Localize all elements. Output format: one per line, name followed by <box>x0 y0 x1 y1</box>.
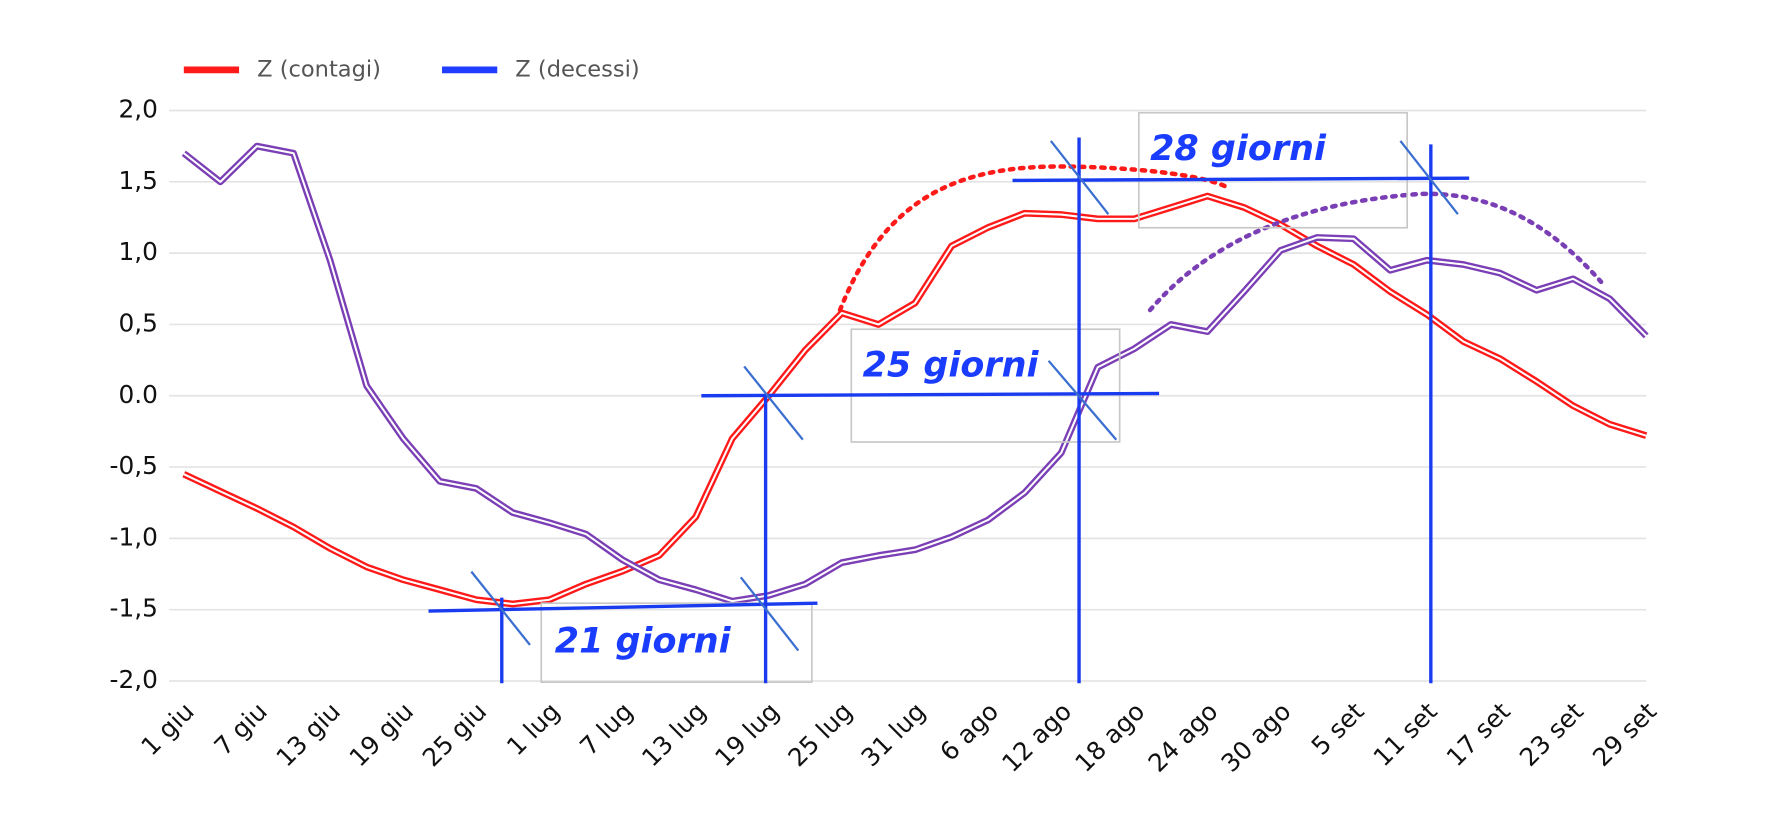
annotation: 25 giorni <box>863 345 1040 385</box>
x-tick-label: 7 lug <box>574 697 638 761</box>
legend-label: Z (decessi) <box>515 56 639 82</box>
x-tick-label: 19 giu <box>344 697 420 773</box>
marker-tick <box>470 570 531 646</box>
x-tick-label: 25 giu <box>417 697 493 773</box>
x-tick-label: 24 ago <box>1142 697 1223 778</box>
line-highlight <box>183 145 1647 603</box>
x-tick-label: 30 ago <box>1216 697 1297 778</box>
marker-line <box>1012 176 1470 183</box>
x-tick-label: 5 set <box>1306 697 1370 761</box>
x-tick-label: 7 giu <box>209 697 273 761</box>
marker-tick <box>1049 140 1110 215</box>
annotation-box <box>540 602 813 683</box>
x-tick-label: 29 set <box>1587 697 1662 772</box>
x-tick-label: 19 lug <box>709 697 785 773</box>
marker-tick <box>743 365 804 441</box>
x-tick-label: 25 lug <box>782 697 858 773</box>
marker-tick <box>739 576 800 652</box>
marker-line <box>428 601 818 613</box>
y-tick-label: 1,0 <box>118 237 157 266</box>
line-highlight <box>183 195 1647 606</box>
marker-tick <box>1399 140 1459 215</box>
y-tick-label: 1,5 <box>118 166 157 195</box>
x-tick-label: 31 lug <box>855 697 931 773</box>
y-tick-label: -0,5 <box>110 451 158 480</box>
marker-tick <box>1047 360 1118 441</box>
x-tick-label: 1 giu <box>135 697 199 761</box>
y-tick-label: 0,5 <box>118 308 157 337</box>
y-tick-label: -1,0 <box>110 522 158 551</box>
x-tick-label: 1 lug <box>501 697 565 761</box>
lag-markers <box>428 137 1470 684</box>
y-tick-label: -1,5 <box>110 594 158 623</box>
x-tick-label: 17 set <box>1441 697 1516 772</box>
annotation: 28 giorni <box>1150 129 1327 169</box>
annotation-box <box>850 328 1121 443</box>
annotation: 21 giorni <box>555 622 732 662</box>
extrapolation-decessi <box>1147 191 1604 313</box>
legend-label: Z (contagi) <box>257 56 381 82</box>
marker-line <box>701 391 1160 398</box>
x-tick-label: 12 ago <box>996 697 1077 778</box>
x-tick-label: 18 ago <box>1069 697 1150 778</box>
x-tick-label: 6 ago <box>934 697 1004 767</box>
y-tick-label: -2,0 <box>110 665 158 694</box>
x-tick-label: 11 set <box>1368 697 1443 772</box>
y-tick-label: 2,0 <box>118 94 157 123</box>
x-tick-label: 23 set <box>1514 697 1589 772</box>
extrapolation-contagi <box>837 164 1232 313</box>
y-tick-label: 0.0 <box>118 380 157 409</box>
annotation-box <box>1137 111 1409 229</box>
x-tick-label: 13 lug <box>636 697 712 773</box>
series-layer <box>181 142 1649 608</box>
x-tick-label: 13 giu <box>271 697 347 773</box>
